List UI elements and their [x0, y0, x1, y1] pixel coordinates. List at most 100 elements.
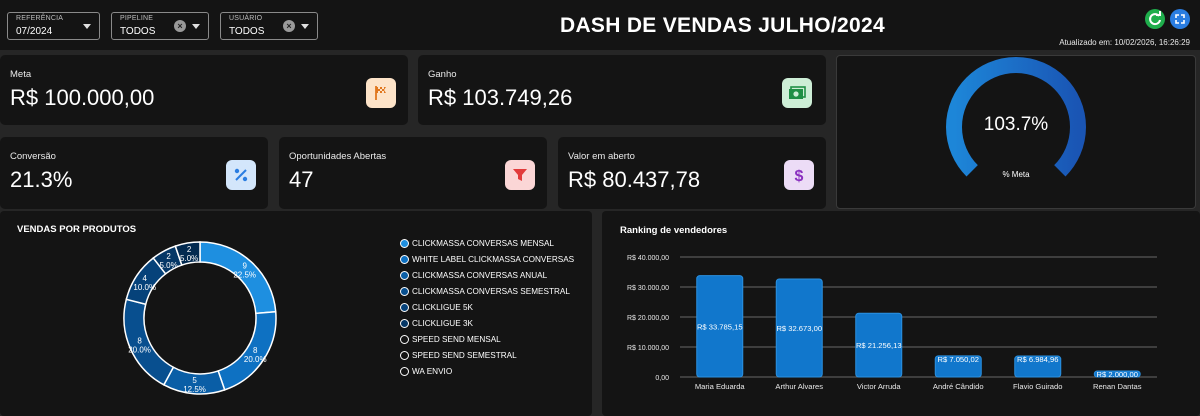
legend-item[interactable]: SPEED SEND MENSAL	[400, 335, 501, 344]
donut-slice[interactable]	[174, 241, 201, 266]
legend-item[interactable]: CLICKLIGUE 3K	[400, 319, 473, 328]
kpi-ganho-label: Ganho	[428, 69, 457, 80]
gauge-arc	[946, 57, 1086, 177]
filter-usuario-label: USUÁRIO	[229, 15, 263, 22]
legend-item[interactable]: CLICKMASSA CONVERSAS MENSAL	[400, 239, 554, 248]
clear-icon[interactable]: ×	[174, 20, 186, 32]
legend-dot-icon	[400, 287, 409, 296]
produtos-panel: VENDAS POR PRODUTOS 9 22.5% 8 20.0% 5 12.5% 8 2…	[0, 211, 592, 416]
legend-dot-icon	[400, 303, 409, 312]
kpi-conversao-value: 21.3%	[10, 167, 73, 192]
donut-slice-count-label: 4	[143, 274, 148, 283]
kpi-card-meta: Meta R$ 100.000,00	[0, 55, 408, 125]
y-tick-label: R$ 40.000,00	[627, 255, 669, 262]
y-tick-label: 0,00	[655, 375, 669, 382]
chevron-down-icon[interactable]	[301, 24, 309, 29]
kpi-oportunidades-label: Oportunidades Abertas	[289, 151, 387, 162]
money-icon	[782, 78, 812, 108]
donut-slice-pct-label: 5.0%	[180, 254, 198, 263]
legend-item[interactable]: WA ENVIO	[400, 367, 452, 376]
x-category-label: Renan Dantas	[1093, 382, 1142, 391]
refresh-button[interactable]	[1145, 9, 1165, 29]
legend-item[interactable]: CLICKMASSA CONVERSAS SEMESTRAL	[400, 287, 570, 296]
legend-label: CLICKMASSA CONVERSAS ANUAL	[412, 271, 548, 280]
bar-value-label: R$ 32.673,00	[776, 324, 822, 333]
gauge-label: % Meta	[1002, 170, 1030, 179]
bar-value-label: R$ 7.050,02	[938, 355, 979, 364]
page-title: DASH DE VENDAS JULHO/2024	[560, 14, 885, 37]
donut-slice-pct-label: 12.5%	[183, 385, 206, 394]
x-category-label: André Cândido	[933, 382, 984, 391]
y-tick-label: R$ 30.000,00	[627, 285, 669, 292]
legend-label: CLICKLIGUE 3K	[412, 319, 473, 328]
bar[interactable]	[696, 275, 744, 378]
kpi-meta-label: Meta	[10, 69, 32, 80]
chevron-down-icon[interactable]	[192, 24, 200, 29]
legend-item[interactable]: CLICKMASSA CONVERSAS ANUAL	[400, 271, 547, 280]
fullscreen-button[interactable]	[1170, 9, 1190, 29]
kpi-card-conversao: Conversão 21.3%	[0, 137, 268, 209]
legend-dot-icon	[400, 367, 409, 376]
flag-icon	[366, 78, 396, 108]
legend-item[interactable]: WHITE LABEL CLICKMASSA CONVERSAS	[400, 255, 574, 264]
kpi-card-oportunidades: Oportunidades Abertas 47	[279, 137, 547, 209]
y-tick-label: R$ 10.000,00	[627, 345, 669, 352]
kpi-card-ganho: Ganho R$ 103.749,26	[418, 55, 826, 125]
filter-referencia[interactable]: REFERÊNCIA 07/2024	[7, 12, 100, 40]
kpi-conversao-label: Conversão	[10, 151, 56, 162]
bar-value-label: R$ 21.256,13	[856, 341, 902, 350]
donut-slice-pct-label: 22.5%	[233, 270, 256, 279]
kpi-valor-aberto-label: Valor em aberto	[568, 151, 635, 162]
chevron-down-icon[interactable]	[83, 24, 91, 29]
x-category-label: Maria Eduarda	[695, 382, 746, 391]
donut-slice-count-label: 8	[137, 337, 142, 346]
kpi-oportunidades-value: 47	[289, 167, 314, 192]
dollar-icon: $	[784, 160, 814, 190]
x-category-label: Arthur Alvares	[775, 382, 823, 391]
donut-slice[interactable]	[123, 298, 175, 386]
filter-referencia-value: 07/2024	[16, 26, 53, 37]
donut-slice-count-label: 5	[192, 376, 197, 385]
donut-slice-count-label: 2	[166, 252, 171, 261]
donut-slice-count-label: 8	[253, 346, 258, 355]
bar[interactable]	[855, 312, 903, 378]
legend-dot-icon	[400, 271, 409, 280]
bar[interactable]	[1014, 355, 1062, 378]
updated-timestamp: Atualizado em: 10/02/2026, 16:26:29	[1059, 38, 1190, 47]
donut-slice-pct-label: 10.0%	[133, 283, 156, 292]
legend-label: WHITE LABEL CLICKMASSA CONVERSAS	[412, 255, 575, 264]
gauge-value: 103.7%	[983, 114, 1049, 135]
filter-usuario-value: TODOS	[229, 26, 265, 37]
bar[interactable]	[775, 278, 823, 378]
kpi-ganho-value: R$ 103.749,26	[428, 85, 573, 110]
legend-label: CLICKLIGUE 5K	[412, 303, 473, 312]
donut-slice-count-label: 2	[187, 245, 192, 254]
bar[interactable]	[1093, 370, 1141, 378]
filter-pipeline-value: TODOS	[120, 26, 156, 37]
kpi-meta-value: R$ 100.000,00	[10, 85, 155, 110]
legend-item[interactable]: SPEED SEND SEMESTRAL	[400, 351, 517, 360]
filter-pipeline-label: PIPELINE	[120, 15, 154, 22]
fullscreen-icon	[1175, 14, 1185, 24]
bar-value-label: R$ 6.984,96	[1017, 355, 1058, 364]
refresh-icon	[1149, 11, 1161, 26]
gauge-panel: 103.7% % Meta	[836, 55, 1196, 209]
legend-dot-icon	[400, 319, 409, 328]
y-tick-label: R$ 20.000,00	[627, 315, 669, 322]
donut-slice-pct-label: 20.0%	[244, 355, 267, 364]
filter-pipeline[interactable]: PIPELINE TODOS ×	[111, 12, 209, 40]
donut-slice[interactable]	[217, 310, 277, 391]
legend-label: CLICKMASSA CONVERSAS SEMESTRAL	[412, 287, 570, 296]
legend-dot-icon	[400, 255, 409, 264]
clear-icon[interactable]: ×	[283, 20, 295, 32]
filter-usuario[interactable]: USUÁRIO TODOS ×	[220, 12, 318, 40]
legend-dot-icon	[400, 239, 409, 248]
legend-label: SPEED SEND SEMESTRAL	[412, 351, 517, 360]
funnel-icon	[505, 160, 535, 190]
ranking-title: Ranking de vendedores	[620, 225, 728, 236]
legend-label: SPEED SEND MENSAL	[412, 335, 501, 344]
donut-slice-pct-label: 5.0%	[159, 261, 177, 270]
bar[interactable]	[934, 355, 982, 378]
x-category-label: Victor Arruda	[857, 382, 902, 391]
legend-item[interactable]: CLICKLIGUE 5K	[400, 303, 473, 312]
